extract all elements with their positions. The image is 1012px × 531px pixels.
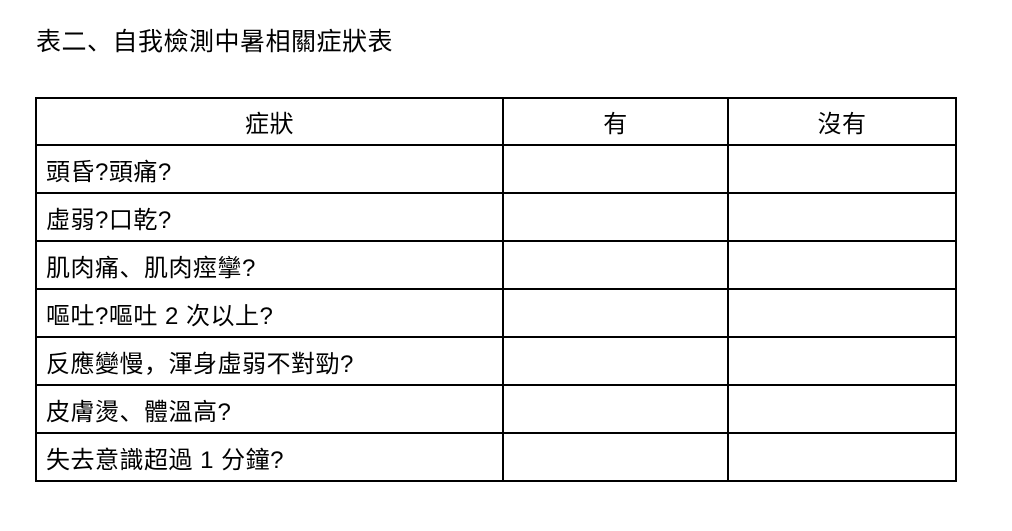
yes-answer-cell[interactable] [502,192,729,242]
table-row: 失去意識超過 1 分鐘? [35,432,957,482]
yes-answer-cell[interactable] [502,336,729,386]
symptom-label: 肌肉痛、肌肉痙攣? [35,240,504,290]
header-symptom: 症狀 [35,97,504,146]
no-answer-cell[interactable] [727,384,957,434]
no-answer-cell[interactable] [727,240,957,290]
no-answer-cell[interactable] [727,432,957,482]
yes-answer-cell[interactable] [502,288,729,338]
symptom-label: 失去意識超過 1 分鐘? [35,432,504,482]
yes-answer-cell[interactable] [502,144,729,194]
symptom-label: 嘔吐?嘔吐 2 次以上? [35,288,504,338]
table-row: 皮膚燙、體溫高? [35,384,957,434]
no-answer-cell[interactable] [727,144,957,194]
symptom-label: 反應變慢，渾身虛弱不對勁? [35,336,504,386]
table-row: 頭昏?頭痛? [35,144,957,194]
symptom-checklist-table: 症狀 有 沒有 頭昏?頭痛? 虛弱?口乾? 肌肉痛、肌肉痙攣? [35,97,957,482]
yes-answer-cell[interactable] [502,240,729,290]
symptom-label: 虛弱?口乾? [35,192,504,242]
header-no: 沒有 [727,97,957,146]
table-row: 反應變慢，渾身虛弱不對勁? [35,336,957,386]
table-caption: 表二、自我檢測中暑相關症狀表 [36,28,394,56]
header-row: 症狀 有 沒有 [35,97,957,146]
header-yes: 有 [502,97,729,146]
yes-answer-cell[interactable] [502,384,729,434]
no-answer-cell[interactable] [727,288,957,338]
no-answer-cell[interactable] [727,192,957,242]
symptom-label: 皮膚燙、體溫高? [35,384,504,434]
yes-answer-cell[interactable] [502,432,729,482]
table-row: 嘔吐?嘔吐 2 次以上? [35,288,957,338]
symptom-label: 頭昏?頭痛? [35,144,504,194]
table-row: 肌肉痛、肌肉痙攣? [35,240,957,290]
table-row: 虛弱?口乾? [35,192,957,242]
no-answer-cell[interactable] [727,336,957,386]
